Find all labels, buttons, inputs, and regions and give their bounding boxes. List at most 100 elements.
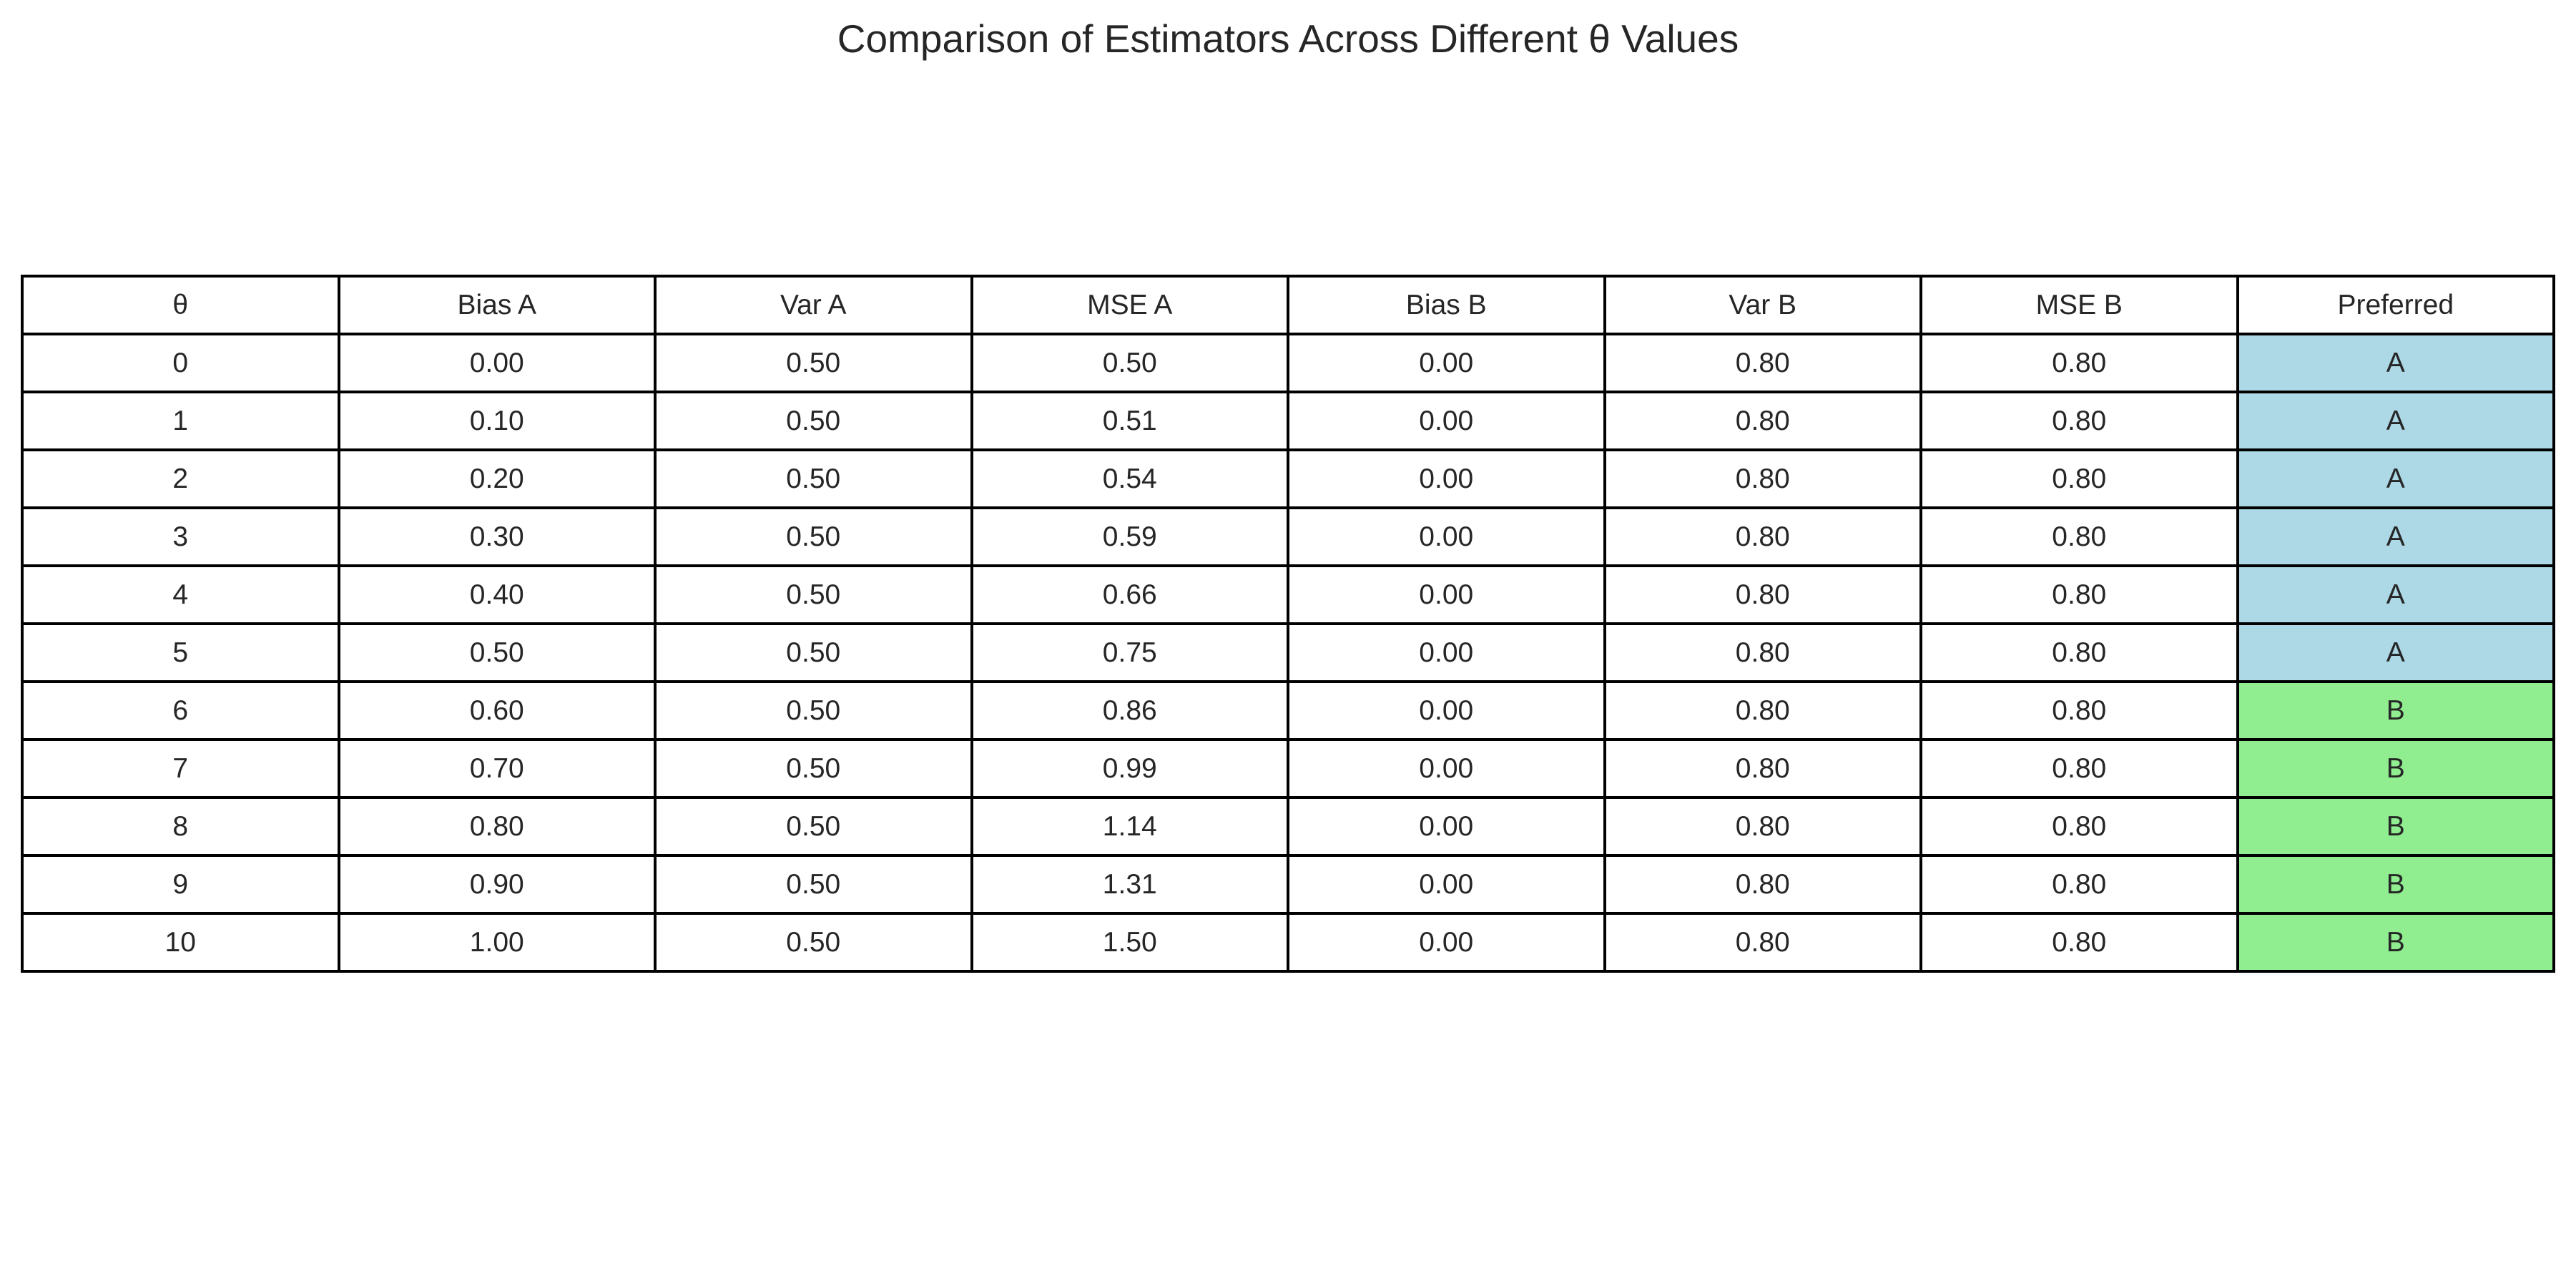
cell-bias-a: 1.00 [337,912,657,973]
cell-var-a: 0.50 [654,622,973,683]
table-row: 2 0.20 0.50 0.54 0.00 0.80 0.80 A [21,448,2555,509]
column-header-mse-a: MSE A [970,275,1289,335]
cell-mse-a: 1.50 [970,912,1289,973]
cell-mse-b: 0.80 [1919,854,2239,915]
column-header-var-b: Var B [1603,275,1922,335]
table-row: 9 0.90 0.50 1.31 0.00 0.80 0.80 B [21,854,2555,915]
cell-bias-a: 0.20 [337,448,657,509]
table-row: 1 0.10 0.50 0.51 0.00 0.80 0.80 A [21,391,2555,451]
cell-var-b: 0.80 [1603,506,1922,567]
cell-bias-a: 0.90 [337,854,657,915]
cell-var-b: 0.80 [1603,680,1922,741]
cell-mse-a: 0.86 [970,680,1289,741]
cell-bias-a: 0.40 [337,564,657,625]
table-row: 0 0.00 0.50 0.50 0.00 0.80 0.80 A [21,333,2555,393]
table-row: 8 0.80 0.50 1.14 0.00 0.80 0.80 B [21,796,2555,857]
cell-mse-a: 0.54 [970,448,1289,509]
cell-preferred: A [2236,506,2555,567]
table-row: 4 0.40 0.50 0.66 0.00 0.80 0.80 A [21,564,2555,625]
cell-var-b: 0.80 [1603,854,1922,915]
cell-var-b: 0.80 [1603,738,1922,799]
cell-bias-b: 0.00 [1287,506,1606,567]
cell-bias-b: 0.00 [1287,680,1606,741]
cell-bias-b: 0.00 [1287,796,1606,857]
cell-bias-a: 0.70 [337,738,657,799]
cell-theta: 7 [21,738,340,799]
cell-bias-b: 0.00 [1287,448,1606,509]
cell-mse-a: 0.51 [970,391,1289,451]
cell-bias-a: 0.60 [337,680,657,741]
cell-bias-a: 0.10 [337,391,657,451]
estimator-comparison-table: θ Bias A Var A MSE A Bias B Var B MSE B … [21,275,2555,973]
cell-bias-a: 0.30 [337,506,657,567]
cell-bias-a: 0.80 [337,796,657,857]
column-header-theta: θ [21,275,340,335]
cell-var-b: 0.80 [1603,448,1922,509]
cell-mse-b: 0.80 [1919,622,2239,683]
cell-var-b: 0.80 [1603,564,1922,625]
cell-var-a: 0.50 [654,448,973,509]
cell-preferred: A [2236,622,2555,683]
cell-mse-b: 0.80 [1919,333,2239,393]
table-body: 0 0.00 0.50 0.50 0.00 0.80 0.80 A 1 0.10 0.50 0.51 0… [21,333,2555,973]
cell-var-b: 0.80 [1603,391,1922,451]
cell-bias-b: 0.00 [1287,391,1606,451]
cell-theta: 0 [21,333,340,393]
column-header-bias-b: Bias B [1287,275,1606,335]
cell-theta: 5 [21,622,340,683]
table-row: 5 0.50 0.50 0.75 0.00 0.80 0.80 A [21,622,2555,683]
cell-var-b: 0.80 [1603,333,1922,393]
cell-bias-a: 0.00 [337,333,657,393]
cell-var-a: 0.50 [654,912,973,973]
cell-bias-b: 0.00 [1287,912,1606,973]
cell-var-b: 0.80 [1603,796,1922,857]
cell-mse-b: 0.80 [1919,391,2239,451]
cell-bias-b: 0.00 [1287,564,1606,625]
column-header-var-a: Var A [654,275,973,335]
cell-theta: 3 [21,506,340,567]
cell-preferred: B [2236,796,2555,857]
cell-var-b: 0.80 [1603,912,1922,973]
column-header-mse-b: MSE B [1919,275,2239,335]
table-row: 10 1.00 0.50 1.50 0.00 0.80 0.80 B [21,912,2555,973]
cell-mse-a: 0.99 [970,738,1289,799]
column-header-bias-a: Bias A [337,275,657,335]
cell-var-a: 0.50 [654,564,973,625]
chart-title: Comparison of Estimators Across Differen… [837,16,1739,61]
cell-mse-b: 0.80 [1919,796,2239,857]
column-header-preferred: Preferred [2236,275,2555,335]
cell-theta: 8 [21,796,340,857]
header-row: θ Bias A Var A MSE A Bias B Var B MSE B … [21,275,2555,335]
cell-preferred: A [2236,564,2555,625]
cell-theta: 9 [21,854,340,915]
cell-bias-a: 0.50 [337,622,657,683]
cell-var-a: 0.50 [654,333,973,393]
cell-preferred: A [2236,333,2555,393]
cell-preferred: A [2236,391,2555,451]
cell-mse-a: 0.50 [970,333,1289,393]
cell-var-a: 0.50 [654,506,973,567]
cell-preferred: B [2236,854,2555,915]
cell-mse-a: 0.59 [970,506,1289,567]
cell-mse-b: 0.80 [1919,448,2239,509]
cell-mse-b: 0.80 [1919,738,2239,799]
cell-theta: 6 [21,680,340,741]
cell-mse-b: 0.80 [1919,680,2239,741]
cell-preferred: B [2236,738,2555,799]
cell-var-a: 0.50 [654,391,973,451]
cell-preferred: A [2236,448,2555,509]
cell-mse-b: 0.80 [1919,564,2239,625]
cell-mse-a: 1.31 [970,854,1289,915]
table-row: 6 0.60 0.50 0.86 0.00 0.80 0.80 B [21,680,2555,741]
cell-preferred: B [2236,912,2555,973]
cell-var-a: 0.50 [654,854,973,915]
cell-preferred: B [2236,680,2555,741]
cell-var-b: 0.80 [1603,622,1922,683]
table-row: 7 0.70 0.50 0.99 0.00 0.80 0.80 B [21,738,2555,799]
cell-bias-b: 0.00 [1287,622,1606,683]
cell-bias-b: 0.00 [1287,738,1606,799]
cell-mse-a: 0.66 [970,564,1289,625]
cell-mse-b: 0.80 [1919,912,2239,973]
cell-theta: 2 [21,448,340,509]
cell-var-a: 0.50 [654,796,973,857]
